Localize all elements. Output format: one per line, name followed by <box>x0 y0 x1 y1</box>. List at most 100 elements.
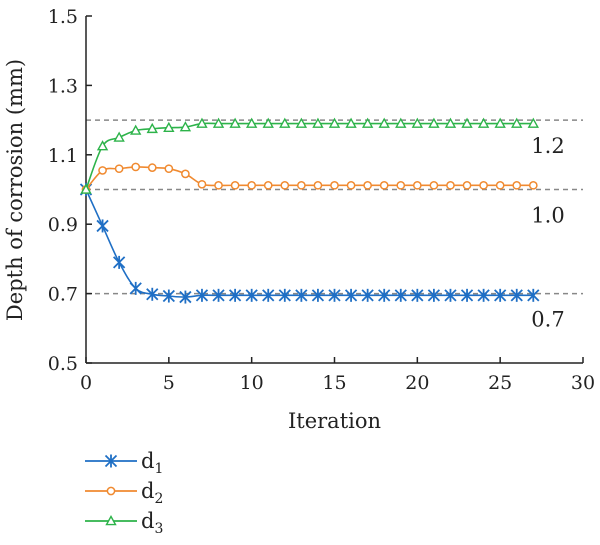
data-point <box>197 179 207 189</box>
y-tick-label: 1.5 <box>48 6 78 28</box>
legend-label: d3 <box>141 509 163 537</box>
data-point <box>311 288 325 302</box>
series-line <box>85 189 534 298</box>
legend-marker <box>105 515 117 526</box>
data-point <box>114 164 124 174</box>
data-point <box>247 180 257 190</box>
y-tick-label: 1.1 <box>48 145 78 167</box>
data-point <box>212 288 225 302</box>
series-d2 <box>81 162 538 194</box>
legend-marker <box>104 454 118 468</box>
x-tick-label: 0 <box>80 372 92 394</box>
x-tick-label: 30 <box>571 372 595 394</box>
series-d1 <box>79 183 540 304</box>
data-point <box>278 288 291 302</box>
data-point <box>460 288 474 302</box>
x-tick-label: 25 <box>488 372 512 394</box>
data-point <box>346 180 356 190</box>
data-point <box>494 288 507 302</box>
legend-marker <box>106 486 116 496</box>
data-point <box>429 180 439 190</box>
data-point <box>96 219 109 233</box>
data-point <box>279 117 291 128</box>
y-tick-label: 0.5 <box>48 353 78 375</box>
legend-label-subscript: 3 <box>154 521 163 537</box>
data-point <box>395 117 407 128</box>
data-point <box>196 117 208 128</box>
data-point <box>295 117 308 128</box>
data-point <box>462 180 472 190</box>
x-axis-title: Iteration <box>288 409 381 433</box>
data-point <box>461 117 473 128</box>
data-point <box>361 288 374 302</box>
data-point <box>129 281 142 295</box>
data-point <box>313 180 323 190</box>
data-point <box>444 288 457 302</box>
data-point <box>262 117 274 128</box>
data-point <box>195 288 209 302</box>
data-point <box>411 117 424 128</box>
data-point <box>96 140 109 151</box>
series-group <box>79 117 540 304</box>
legend-item-d2: d2 <box>85 479 163 507</box>
data-point <box>328 117 341 128</box>
data-point <box>510 288 523 302</box>
data-point <box>379 180 389 190</box>
y-axis-title: Depth of corrosion (mm) <box>3 59 27 321</box>
data-point <box>80 183 92 194</box>
ticks: 0.5 0.7 0.9 1.1 1.3 1.5 0 5 10 15 20 25 30 <box>48 6 595 394</box>
data-point <box>527 117 539 128</box>
data-point <box>446 180 455 190</box>
y-tick-label: 0.7 <box>48 284 78 306</box>
data-point <box>477 117 490 128</box>
data-point <box>494 117 506 128</box>
data-point <box>212 117 225 128</box>
data-point <box>477 288 490 302</box>
data-point <box>363 180 372 190</box>
data-point <box>328 288 341 302</box>
data-point <box>181 169 190 179</box>
y-tick-label: 0.9 <box>48 214 78 236</box>
data-point <box>98 166 107 175</box>
data-point <box>229 117 241 128</box>
data-point <box>228 288 242 302</box>
data-point <box>427 288 441 302</box>
series-line <box>85 166 534 191</box>
legend-label: d1 <box>141 449 163 477</box>
data-point <box>147 163 157 172</box>
data-point <box>396 180 406 190</box>
data-point <box>163 121 175 133</box>
data-point <box>330 180 339 190</box>
data-point <box>146 287 159 301</box>
legend-label-subscript: 1 <box>154 461 163 477</box>
reference-line-label: 1.0 <box>531 204 564 228</box>
data-point <box>131 162 141 172</box>
data-point <box>312 117 324 128</box>
data-point <box>444 117 457 128</box>
data-point <box>162 289 175 303</box>
data-point <box>394 288 407 302</box>
data-point <box>263 180 273 190</box>
data-point <box>245 117 258 128</box>
data-point <box>378 288 391 302</box>
data-point <box>344 288 358 302</box>
data-point <box>512 180 522 190</box>
data-point <box>378 117 390 128</box>
data-point <box>112 255 126 269</box>
data-point <box>412 180 422 190</box>
legend-label-subscript: 2 <box>154 491 163 507</box>
reference-line-label: 0.7 <box>531 308 564 332</box>
data-point <box>495 180 505 190</box>
data-point <box>130 124 142 135</box>
data-point <box>297 180 306 190</box>
data-point <box>295 288 308 302</box>
data-point <box>479 180 488 190</box>
data-point <box>345 117 357 128</box>
data-point <box>245 288 258 302</box>
series-d3 <box>80 117 539 194</box>
legend-item-d3: d3 <box>85 509 163 537</box>
data-point <box>113 131 125 142</box>
y-tick-label: 1.3 <box>48 75 78 97</box>
